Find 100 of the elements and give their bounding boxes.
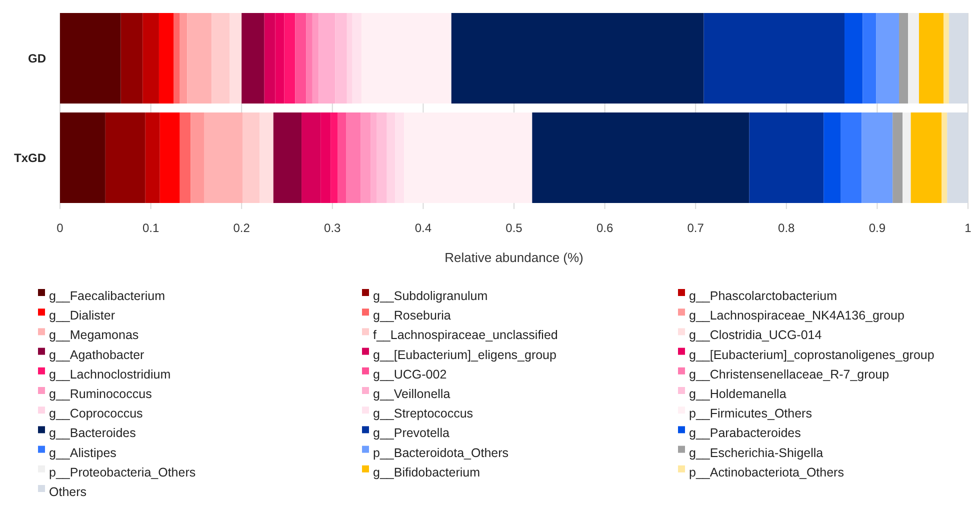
bar	[260, 112, 274, 203]
bar	[190, 112, 204, 203]
bar	[180, 13, 188, 104]
bar	[120, 13, 143, 104]
bar	[158, 13, 174, 104]
x-tick-label: 0.7	[687, 221, 704, 235]
x-tick-label: 0.1	[142, 221, 160, 235]
y-tick-label: TxGD	[14, 150, 46, 165]
bar	[918, 13, 944, 104]
bar	[142, 13, 159, 104]
bar	[704, 13, 845, 104]
y-tick-label: GD	[28, 51, 46, 66]
bar	[404, 112, 532, 203]
legend-label: g__Bifidobacterium	[373, 465, 480, 480]
bar	[862, 13, 876, 104]
legend-label: g__Holdemanella	[689, 387, 786, 401]
x-tick-label: 0.5	[506, 221, 523, 235]
bar	[370, 112, 377, 203]
legend-label: p__Firmicutes_Others	[689, 406, 812, 421]
bar	[230, 13, 242, 104]
legend-label: p__Actinobacteriota_Others	[689, 465, 844, 480]
x-tick-label: 1	[964, 221, 972, 235]
legend-label: g__Veillonella	[373, 387, 450, 401]
bar	[948, 13, 968, 104]
bar	[338, 112, 346, 203]
legend-label: g__Clostridia_UCG-014	[689, 328, 822, 342]
legend-label: g__Phascolarctobacterium	[689, 289, 837, 303]
bar	[295, 13, 306, 104]
bar	[352, 13, 362, 104]
x-tick-label: 0.2	[233, 221, 250, 235]
bar	[346, 112, 361, 203]
bar	[187, 13, 212, 104]
x-tick-label: 0.4	[414, 221, 432, 235]
bar	[335, 13, 347, 104]
x-tick-label: 0.8	[778, 221, 796, 235]
bar	[942, 112, 948, 203]
bar	[242, 112, 260, 203]
bar	[212, 13, 230, 104]
bar	[840, 112, 862, 203]
legend-label: g__[Eubacterium]_eligens_group	[373, 348, 557, 362]
bar	[908, 13, 919, 104]
legend-label: g__Christensenellaceae_R-7_group	[689, 367, 890, 382]
bar	[145, 112, 160, 203]
bar	[824, 112, 841, 203]
bar	[532, 112, 750, 203]
x-tick-label: 0.3	[324, 221, 342, 235]
bar	[360, 112, 371, 203]
bar	[264, 13, 276, 104]
bar	[302, 112, 321, 203]
bar	[898, 13, 908, 104]
bar	[451, 13, 704, 104]
legend-label: g__[Eubacterium]_coprostanoligenes_group	[689, 348, 934, 362]
legend-label: g__Escherichia-Shigella	[689, 446, 824, 460]
legend-label: g__Prevotella	[373, 426, 450, 440]
bar	[320, 112, 331, 203]
legend-label: g__Coprococcus	[49, 406, 143, 421]
bar	[174, 13, 180, 104]
bar	[361, 13, 452, 104]
legend-label: g__Subdoligranulum	[373, 289, 488, 303]
legend-label: f__Lachnospiraceae_unclassified	[373, 328, 558, 342]
bar	[312, 13, 319, 104]
bar	[204, 112, 243, 203]
legend-label: g__Streptococcus	[373, 406, 474, 421]
legend-label: Others	[49, 485, 87, 499]
legend-label: g__Dialister	[49, 308, 116, 323]
bar	[749, 112, 824, 203]
bar	[242, 13, 264, 104]
legend-label: g__Alistipes	[49, 446, 116, 460]
bar	[60, 13, 121, 104]
bar	[60, 112, 106, 203]
legend-label: g__Roseburia	[373, 308, 451, 323]
legend-label: g__Agathobacter	[49, 348, 144, 362]
legend-label: g__Faecalibacterium	[49, 289, 166, 303]
bar	[395, 112, 404, 203]
legend-label: g__UCG-002	[373, 367, 447, 382]
bar	[160, 112, 180, 203]
bar	[330, 112, 338, 203]
bar	[284, 13, 296, 104]
x-tick-label: 0.9	[868, 221, 886, 235]
bar	[902, 112, 911, 203]
legend-label: p__Proteobacteria_Others	[49, 465, 196, 480]
legend-label: p__Bacteroidota_Others	[373, 446, 509, 460]
bar	[862, 112, 893, 203]
bar	[275, 13, 284, 104]
bar	[943, 13, 949, 104]
bar	[180, 112, 191, 203]
bar	[273, 112, 302, 203]
bar	[844, 13, 863, 104]
bar	[306, 13, 312, 104]
x-tick-label: 0	[56, 221, 64, 235]
bar	[947, 112, 968, 203]
legend-label: g__Megamonas	[49, 328, 139, 342]
bar	[346, 13, 352, 104]
bar	[376, 112, 387, 203]
legend-label: g__Parabacteroides	[689, 426, 801, 440]
legend-label: g__Ruminococcus	[49, 387, 152, 401]
bar	[910, 112, 942, 203]
x-tick-label: 0.6	[596, 221, 614, 235]
legend-label: g__Lachnoclostridium	[49, 367, 171, 382]
bar	[876, 13, 899, 104]
